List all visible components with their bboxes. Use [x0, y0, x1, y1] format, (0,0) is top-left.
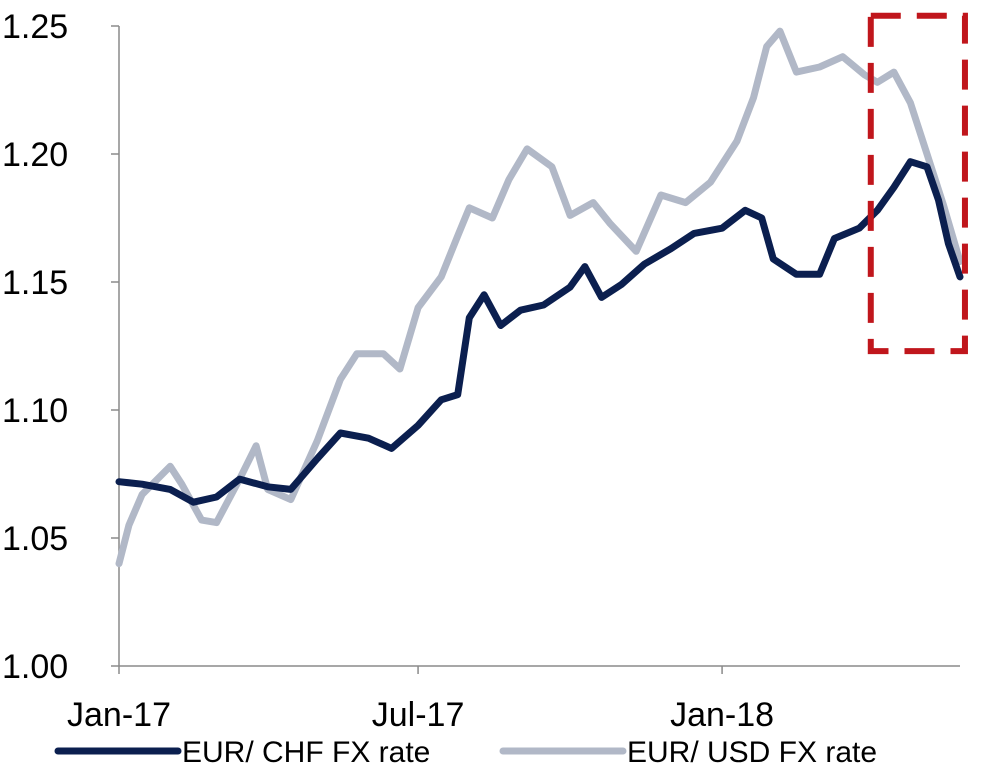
series-line-eur-usd [115, 27, 964, 568]
x-tick-label: Jan-18 [670, 696, 774, 734]
chart-axes [118, 26, 960, 667]
x-tick-label: Jul-17 [372, 696, 465, 734]
y-tick-label: 1.15 [2, 264, 68, 302]
highlight-dashed-box [867, 12, 968, 355]
y-axis-ticks: 1.00 1.05 1.10 1.15 1.20 1.25 [2, 8, 119, 686]
y-tick-label: 1.25 [2, 8, 68, 46]
legend-label: EUR/ USD FX rate [627, 736, 877, 769]
y-tick-label: 1.00 [2, 648, 68, 686]
chart-legend: EUR/ CHF FX rate EUR/ USD FX rate [54, 736, 877, 769]
x-tick-label: Jan-17 [67, 696, 171, 734]
series-layer [115, 27, 964, 568]
legend-label: EUR/ CHF FX rate [182, 736, 430, 769]
y-tick-label: 1.05 [2, 520, 68, 558]
highlight-layer [867, 12, 968, 355]
y-tick-label: 1.10 [2, 392, 68, 430]
x-axis-ticks: Jan-17 Jul-17 Jan-18 [67, 666, 774, 734]
series-line-eur-chf [115, 158, 964, 506]
y-tick-label: 1.20 [2, 136, 68, 174]
